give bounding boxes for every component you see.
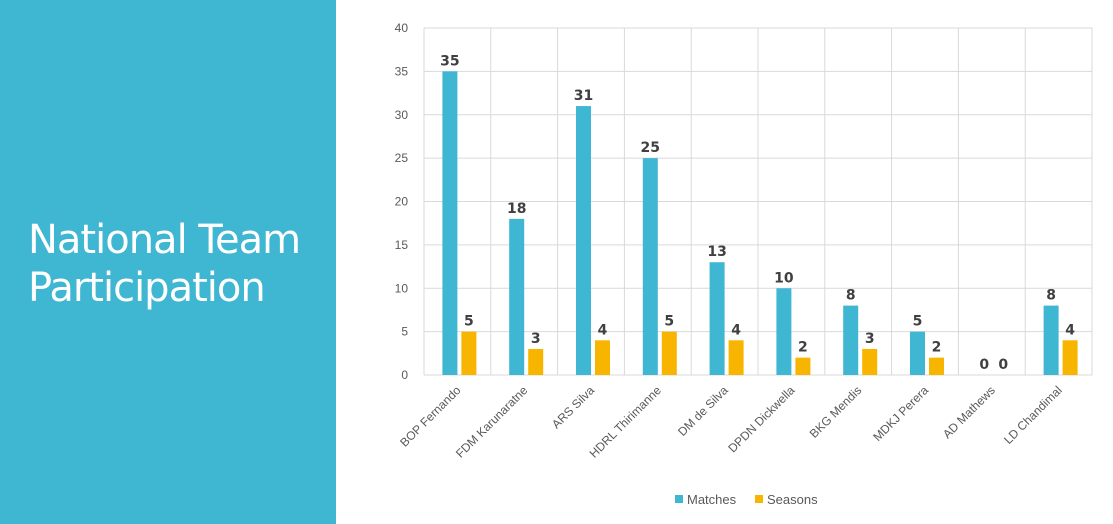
data-label-seasons: 3 bbox=[865, 331, 875, 347]
slide-title: National Team Participation bbox=[28, 216, 328, 312]
data-label-matches: 8 bbox=[1046, 288, 1056, 304]
bar-matches bbox=[843, 305, 859, 375]
bar-matches bbox=[910, 331, 925, 375]
y-tick-label: 5 bbox=[401, 325, 408, 339]
bar-matches bbox=[776, 288, 792, 375]
data-label-matches: 13 bbox=[707, 244, 726, 260]
data-label-seasons: 0 bbox=[998, 357, 1008, 373]
y-tick-label: 40 bbox=[395, 21, 409, 35]
legend-label-seasons: Seasons bbox=[767, 492, 818, 507]
slide-title-line-2: Participation bbox=[28, 265, 266, 311]
x-tick-label: MDKJ Perera bbox=[870, 383, 931, 444]
bar-matches bbox=[442, 71, 458, 375]
bar-seasons bbox=[661, 331, 677, 375]
data-label-seasons: 4 bbox=[598, 322, 608, 338]
bar-matches bbox=[1043, 305, 1059, 375]
bar-seasons bbox=[595, 340, 610, 375]
bar-seasons bbox=[929, 357, 944, 375]
data-label-matches: 10 bbox=[774, 270, 794, 286]
x-tick-label: BOP Fernando bbox=[397, 383, 464, 450]
y-tick-label: 10 bbox=[395, 281, 409, 295]
x-tick-label: FDM Karunaratne bbox=[453, 383, 531, 461]
data-label-matches: 35 bbox=[440, 53, 459, 69]
x-tick-label: ARS Silva bbox=[549, 383, 597, 431]
bar-matches bbox=[642, 158, 658, 375]
data-label-matches: 0 bbox=[979, 357, 989, 373]
x-tick-label: DM de Silva bbox=[675, 383, 731, 439]
slide-title-line-1: National Team bbox=[28, 217, 301, 263]
data-label-matches: 31 bbox=[574, 88, 593, 104]
bar-matches bbox=[509, 218, 525, 375]
bar-seasons bbox=[528, 348, 544, 375]
data-label-seasons: 2 bbox=[932, 340, 942, 356]
x-tick-label: BKG Mendis bbox=[807, 383, 865, 441]
bar-seasons bbox=[1062, 340, 1078, 375]
data-label-seasons: 4 bbox=[1065, 322, 1075, 338]
y-tick-label: 30 bbox=[395, 108, 409, 122]
legend-label-matches: Matches bbox=[687, 492, 737, 507]
bar-seasons bbox=[728, 340, 744, 375]
data-label-matches: 18 bbox=[507, 201, 526, 217]
bar-seasons bbox=[862, 348, 878, 375]
legend-swatch-matches bbox=[675, 495, 683, 503]
bar-seasons bbox=[795, 357, 811, 375]
data-label-seasons: 4 bbox=[731, 322, 741, 338]
x-tick-label: HDRL Thirimanne bbox=[587, 383, 665, 461]
x-tick-label: AD Mathews bbox=[940, 383, 998, 441]
data-label-seasons: 5 bbox=[464, 314, 474, 330]
data-label-matches: 5 bbox=[913, 314, 923, 330]
bar-seasons bbox=[461, 331, 477, 375]
data-label-seasons: 2 bbox=[798, 340, 808, 356]
y-tick-label: 0 bbox=[401, 368, 408, 382]
legend-swatch-seasons bbox=[755, 495, 763, 503]
data-label-matches: 8 bbox=[846, 288, 856, 304]
data-label-seasons: 3 bbox=[531, 331, 541, 347]
x-tick-label: DPDN Dickwella bbox=[725, 383, 797, 455]
bar-matches bbox=[576, 106, 591, 375]
bar-matches bbox=[709, 262, 725, 375]
y-tick-label: 35 bbox=[395, 64, 409, 78]
data-label-seasons: 5 bbox=[664, 314, 674, 330]
x-tick-label: LD Chandimal bbox=[1001, 383, 1065, 447]
data-label-matches: 25 bbox=[641, 140, 660, 156]
y-tick-label: 20 bbox=[395, 195, 409, 209]
y-tick-label: 15 bbox=[395, 238, 409, 252]
title-panel: National Team Participation bbox=[0, 0, 336, 524]
y-tick-label: 25 bbox=[395, 151, 409, 165]
